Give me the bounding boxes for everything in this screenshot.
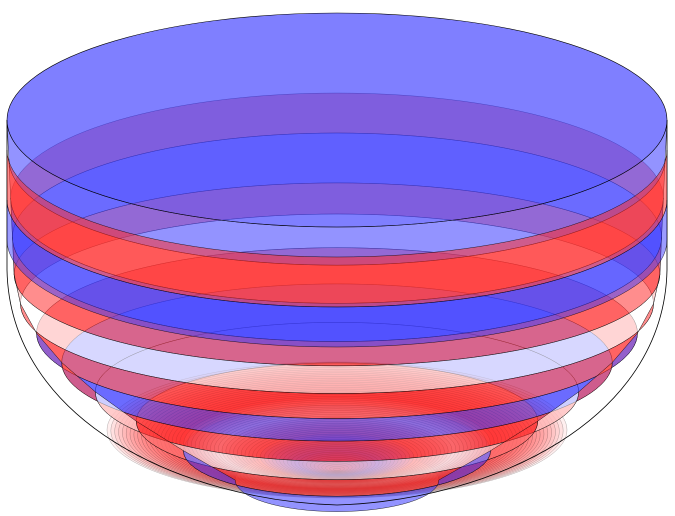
bowl-rim-bands	[6, 149, 668, 348]
bowl-top-rim	[6, 12, 668, 228]
